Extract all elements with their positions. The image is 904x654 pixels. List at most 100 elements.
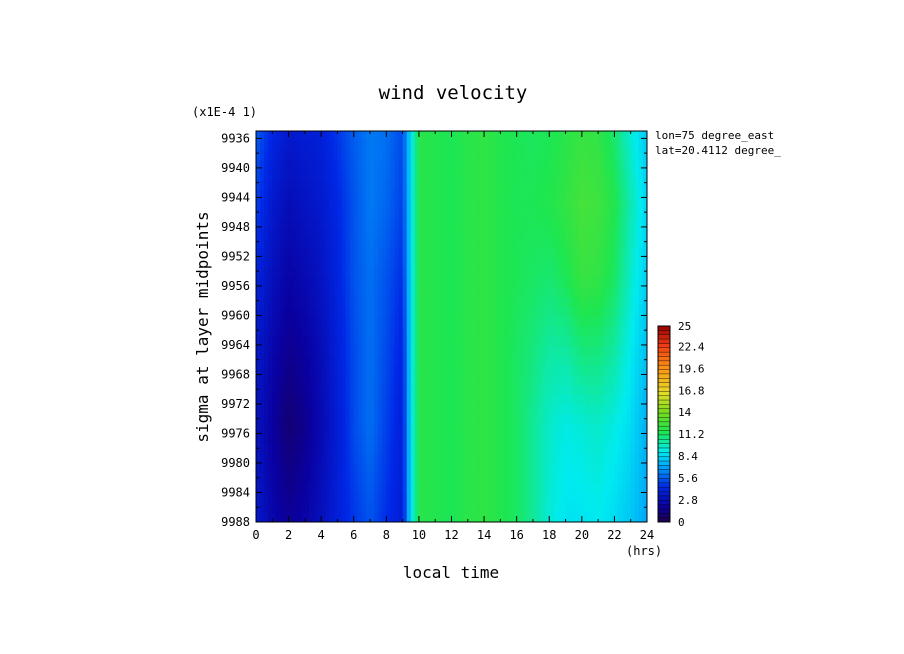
heatmap-cell bbox=[573, 375, 579, 386]
heatmap-cell bbox=[378, 443, 383, 455]
heatmap-cell bbox=[520, 336, 526, 347]
heatmap-cell bbox=[386, 306, 392, 318]
heatmap-cell bbox=[435, 160, 440, 171]
heatmap-cell bbox=[329, 473, 334, 484]
heatmap-cell bbox=[337, 512, 343, 522]
heatmap-cell bbox=[642, 346, 647, 357]
heatmap-cell bbox=[573, 228, 579, 240]
heatmap-cell bbox=[528, 365, 534, 376]
heatmap-cell bbox=[382, 473, 387, 484]
heatmap-cell bbox=[475, 150, 481, 161]
heatmap-cell bbox=[370, 365, 375, 376]
heatmap-cell bbox=[598, 131, 603, 142]
heatmap-cell bbox=[630, 346, 636, 357]
x-tick-label: 2 bbox=[285, 528, 292, 542]
heatmap-cell bbox=[284, 502, 290, 513]
heatmap-cell bbox=[313, 150, 318, 161]
heatmap-cell bbox=[520, 424, 526, 435]
colorbar-swatch bbox=[658, 347, 670, 353]
heatmap-cell bbox=[549, 443, 554, 455]
heatmap-cell bbox=[528, 209, 534, 220]
heatmap-cell bbox=[622, 502, 628, 513]
heatmap-cell bbox=[333, 502, 339, 513]
heatmap-cell bbox=[313, 248, 318, 259]
heatmap-cell bbox=[480, 170, 485, 181]
heatmap-cell bbox=[561, 170, 567, 181]
heatmap-cell bbox=[276, 492, 282, 504]
heatmap-cell bbox=[308, 189, 314, 201]
heatmap-cell bbox=[561, 492, 567, 504]
heatmap-cell bbox=[508, 404, 514, 416]
heatmap-cell bbox=[480, 258, 485, 269]
y-tick-label: 9964 bbox=[221, 338, 250, 352]
heatmap-cell bbox=[406, 228, 412, 240]
heatmap-cell bbox=[378, 326, 383, 337]
heatmap-cell bbox=[606, 512, 611, 522]
heatmap-cell bbox=[296, 258, 302, 269]
heatmap-cell bbox=[427, 248, 432, 259]
heatmap-cell bbox=[414, 238, 420, 249]
heatmap-cell bbox=[296, 355, 302, 367]
heatmap-cell bbox=[288, 355, 294, 367]
heatmap-cell bbox=[467, 170, 473, 181]
heatmap-cell bbox=[630, 277, 636, 288]
heatmap-cell bbox=[374, 346, 379, 357]
heatmap-cell bbox=[610, 179, 616, 191]
heatmap-cell bbox=[541, 306, 546, 318]
heatmap-cell bbox=[553, 140, 558, 152]
heatmap-cell bbox=[480, 385, 485, 396]
heatmap-cell bbox=[467, 453, 473, 464]
y-tick-label: 9968 bbox=[221, 367, 250, 381]
heatmap-cell bbox=[435, 258, 440, 269]
heatmap-cell bbox=[455, 287, 461, 298]
heatmap-cell bbox=[545, 199, 550, 210]
heatmap-cell bbox=[398, 150, 404, 161]
heatmap-cell bbox=[634, 267, 640, 279]
heatmap-cell bbox=[288, 414, 294, 425]
heatmap-cell bbox=[345, 297, 351, 308]
heatmap-cell bbox=[573, 170, 579, 181]
heatmap-cell bbox=[260, 140, 265, 152]
heatmap-cell bbox=[573, 179, 579, 191]
heatmap-cell bbox=[451, 434, 457, 445]
heatmap-cell bbox=[276, 248, 282, 259]
heatmap-cell bbox=[467, 326, 473, 337]
heatmap-cell bbox=[573, 150, 579, 161]
heatmap-cell bbox=[484, 365, 489, 376]
heatmap-cell bbox=[382, 443, 387, 455]
heatmap-cell bbox=[317, 238, 322, 249]
heatmap-cell bbox=[585, 238, 591, 249]
heatmap-cell bbox=[276, 209, 282, 220]
heatmap-cell bbox=[610, 287, 616, 298]
heatmap-cell bbox=[484, 336, 489, 347]
heatmap-cell bbox=[480, 463, 485, 474]
heatmap-cell bbox=[618, 267, 624, 279]
heatmap-cell bbox=[602, 189, 607, 201]
heatmap-cell bbox=[484, 287, 489, 298]
heatmap-cell bbox=[304, 199, 310, 210]
heatmap-cell bbox=[496, 482, 501, 494]
heatmap-cell bbox=[492, 326, 497, 337]
heatmap-cell bbox=[260, 297, 265, 308]
heatmap-cell bbox=[545, 326, 550, 337]
heatmap-cell bbox=[357, 209, 363, 220]
heatmap-cell bbox=[492, 287, 497, 298]
heatmap-cell bbox=[288, 238, 294, 249]
heatmap-cell bbox=[288, 512, 294, 522]
heatmap-cell bbox=[345, 170, 351, 181]
heatmap-cell bbox=[569, 336, 575, 347]
heatmap-cell bbox=[349, 140, 355, 152]
heatmap-cell bbox=[268, 179, 273, 191]
heatmap-cell bbox=[308, 414, 314, 425]
heatmap-cell bbox=[443, 473, 449, 484]
heatmap-cell bbox=[337, 209, 343, 220]
heatmap-cell bbox=[504, 228, 510, 240]
heatmap-cell bbox=[422, 414, 428, 425]
heatmap-cell bbox=[484, 492, 489, 504]
heatmap-cell bbox=[573, 277, 579, 288]
heatmap-cell bbox=[431, 150, 436, 161]
heatmap-cell bbox=[365, 131, 371, 142]
heatmap-cell bbox=[455, 170, 461, 181]
heatmap-cell bbox=[614, 424, 620, 435]
heatmap-cell bbox=[553, 512, 558, 522]
